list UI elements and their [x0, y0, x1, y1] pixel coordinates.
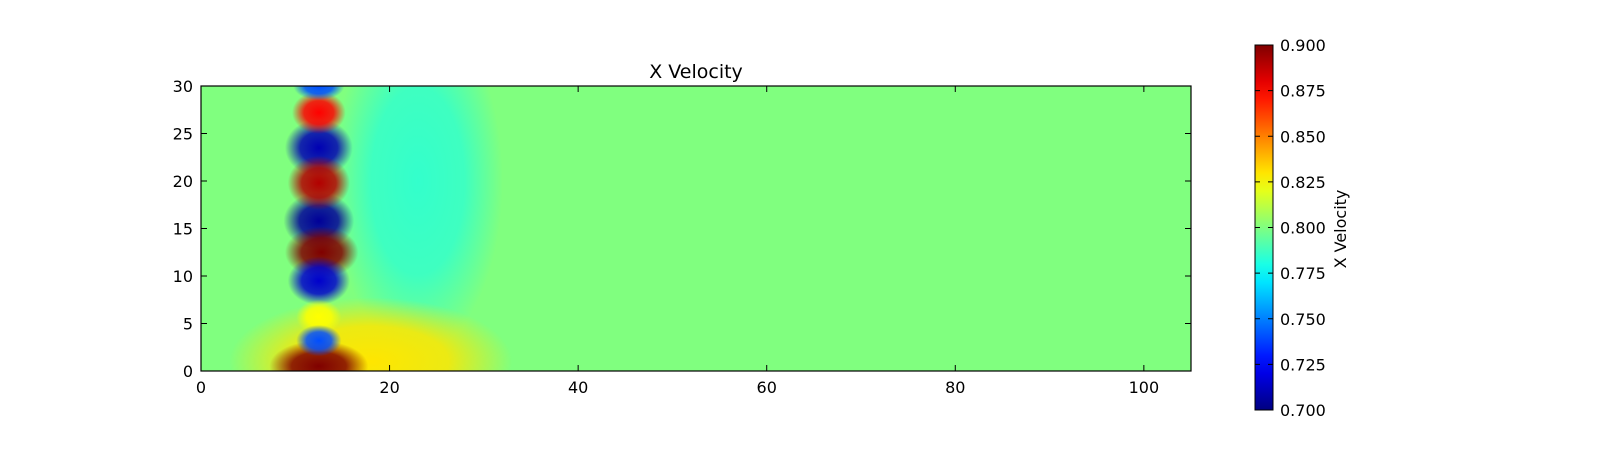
- y-tick-label: 15: [173, 220, 193, 239]
- colorbar-tick-label: 0.850: [1280, 127, 1326, 146]
- x-axis: 0 20 40 60 80 100: [196, 86, 1159, 397]
- x-tick-label: 40: [568, 378, 588, 397]
- colorbar-label: X Velocity: [1331, 190, 1350, 269]
- y-tick-label: 0: [183, 362, 193, 381]
- x-tick-label: 60: [757, 378, 777, 397]
- x-tick-label: 0: [196, 378, 206, 397]
- y-tick-label: 5: [183, 315, 193, 334]
- velocity-field: [229, 86, 513, 371]
- y-tick-label: 30: [173, 77, 193, 96]
- colorbar-tick-label: 0.775: [1280, 264, 1326, 283]
- colorbar-tick-label: 0.750: [1280, 310, 1326, 329]
- colorbar-tick-label: 0.875: [1280, 82, 1326, 101]
- velocity-feature: [333, 86, 503, 352]
- velocity-feature: [287, 155, 350, 210]
- y-axis: 0 5 10 15 20 25 30: [173, 77, 1191, 381]
- colorbar-tick-label: 0.700: [1280, 401, 1326, 420]
- x-tick-label: 100: [1129, 378, 1160, 397]
- colorbar-ticks: 0.700 0.725 0.750 0.775 0.800 0.825 0.850 0.875…: [1255, 36, 1326, 420]
- y-tick-label: 10: [173, 267, 193, 286]
- x-tick-label: 20: [379, 378, 399, 397]
- velocity-feature: [296, 299, 342, 334]
- colorbar-tick-label: 0.725: [1280, 355, 1326, 374]
- y-tick-label: 20: [173, 172, 193, 191]
- colorbar-tick-label: 0.900: [1280, 36, 1326, 55]
- velocity-feature: [296, 324, 342, 357]
- colorbar-tick-label: 0.800: [1280, 219, 1326, 238]
- x-tick-label: 80: [945, 378, 965, 397]
- velocity-feature: [287, 256, 350, 305]
- chart-title: X Velocity: [649, 61, 743, 83]
- velocity-feature: [293, 86, 345, 101]
- velocity-feature: [291, 91, 346, 134]
- colorbar-tick-label: 0.825: [1280, 173, 1326, 192]
- y-tick-label: 25: [173, 125, 193, 144]
